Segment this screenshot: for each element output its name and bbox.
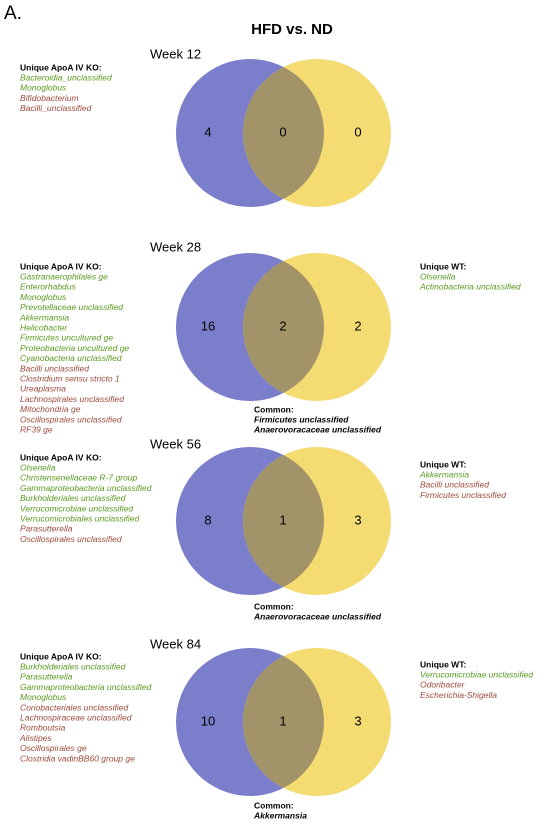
ko-heading: Unique ApoA IV KO: <box>20 62 102 72</box>
overlap <box>243 253 324 401</box>
ko-taxon: Mitochondria ge <box>20 404 81 414</box>
figure-title: HFD vs. ND <box>251 21 333 38</box>
ko-taxon: Romboutsia <box>20 723 66 733</box>
wt-taxon: Verrucomicrobiae unclassified <box>420 669 533 679</box>
region-count: 4 <box>204 124 211 139</box>
region-count: 16 <box>201 318 215 333</box>
ko-taxon: Akkermansia <box>19 312 69 322</box>
common-taxon: Firmicutes unclassified <box>254 414 349 424</box>
wt-taxon: Odoribacter <box>420 680 466 690</box>
overlap <box>243 447 324 595</box>
ko-heading: Unique ApoA IV KO: <box>20 261 102 271</box>
ko-taxon: Gastranaerophilales ge <box>20 271 108 281</box>
ko-taxon: Monoglobus <box>20 83 67 93</box>
ko-taxon: Oscillospirales unclassified <box>20 534 122 544</box>
ko-taxon: Clostridia vadinBB60 group ge <box>20 753 135 763</box>
region-count: 2 <box>279 318 286 333</box>
wt-heading: Unique WT: <box>420 261 466 271</box>
common-heading: Common: <box>254 800 294 810</box>
ko-taxon: Helicobacter <box>20 322 68 332</box>
wt-taxon: Actinobacteria unclassified <box>419 282 521 292</box>
ko-taxon: Monoglobus <box>20 692 67 702</box>
ko-taxon: Verrucomicrobiae unclassified <box>20 503 133 513</box>
ko-taxon: Burkholderiales unclassified <box>20 661 126 671</box>
ko-taxon: Clostridium sensu stricto 1 <box>20 373 120 383</box>
wt-taxon: Olsenella <box>420 271 456 281</box>
ko-taxon: RF39 ge <box>20 424 53 434</box>
ko-taxon: Bacilli unclassified <box>20 363 89 373</box>
ko-taxon: Oscillospirales ge <box>20 743 87 753</box>
ko-heading: Unique ApoA IV KO: <box>20 651 102 661</box>
ko-taxon: Coriobacteriales unclassified <box>20 702 128 712</box>
ko-taxon: Gammaproteobacteria unclassified <box>20 483 152 493</box>
ko-taxon: Oscillospirales unclassified <box>20 414 122 424</box>
ko-taxon: Ureaplasma <box>20 384 66 394</box>
wt-taxon: Akkermansia <box>419 469 469 479</box>
week-label: Week 84 <box>150 636 201 651</box>
panel-label: A. <box>4 3 22 24</box>
common-taxon: Akkermansia <box>253 810 307 820</box>
overlap <box>243 648 324 796</box>
ko-taxon: Enterorhabdus <box>20 282 77 292</box>
common-heading: Common: <box>254 601 294 611</box>
region-count: 10 <box>201 713 215 728</box>
wt-heading: Unique WT: <box>420 659 466 669</box>
region-count: 8 <box>204 512 211 527</box>
ko-taxon: Bacilli_unclassified <box>20 103 92 113</box>
ko-heading: Unique ApoA IV KO: <box>20 452 102 462</box>
common-taxon: Anaerovoracaceae unclassified <box>253 425 382 435</box>
region-count: 3 <box>354 713 361 728</box>
wt-taxon: Firmicutes unclassified <box>420 490 506 500</box>
ko-taxon: Gammaproteobacteria unclassified <box>20 682 152 692</box>
ko-taxon: Prevotellaceae unclassified <box>20 302 123 312</box>
ko-taxon: Christensenellaceae R-7 group <box>20 473 137 483</box>
ko-taxon: Monoglobus <box>20 292 67 302</box>
common-taxon: Anaerovoracaceae unclassified <box>253 611 382 621</box>
region-count: 2 <box>354 318 361 333</box>
ko-taxon: Olsenella <box>20 462 56 472</box>
region-count: 1 <box>279 713 286 728</box>
ko-taxon: Lachnospiraceae unclassified <box>20 712 132 722</box>
ko-taxon: Verrucomicrobiales unclassified <box>20 513 139 523</box>
region-count: 1 <box>279 512 286 527</box>
week-label: Week 28 <box>150 239 201 254</box>
region-count: 0 <box>279 124 286 139</box>
ko-taxon: Parasutterella <box>20 524 73 534</box>
ko-taxon: Burkholderiales unclassified <box>20 493 126 503</box>
ko-taxon: Lachnospirales unclassified <box>20 394 124 404</box>
week-label: Week 12 <box>150 46 201 61</box>
ko-taxon: Parasutterella <box>20 672 73 682</box>
ko-taxon: Bacteroidia_unclassified <box>20 72 112 82</box>
wt-heading: Unique WT: <box>420 459 466 469</box>
region-count: 0 <box>354 124 361 139</box>
ko-taxon: Alistipes <box>19 733 52 743</box>
region-count: 3 <box>354 512 361 527</box>
wt-taxon: Escherichia-Shigella <box>420 690 497 700</box>
common-heading: Common: <box>254 404 294 414</box>
ko-taxon: Cyanobacteria unclassified <box>20 353 122 363</box>
wt-taxon: Bacilli unclassified <box>420 480 489 490</box>
ko-taxon: Proteobacteria uncultured ge <box>20 343 129 353</box>
overlap <box>243 59 324 207</box>
ko-taxon: Bifidobacterium <box>20 93 79 103</box>
week-label: Week 56 <box>150 436 201 451</box>
ko-taxon: Firmicutes uncultured ge <box>20 333 113 343</box>
